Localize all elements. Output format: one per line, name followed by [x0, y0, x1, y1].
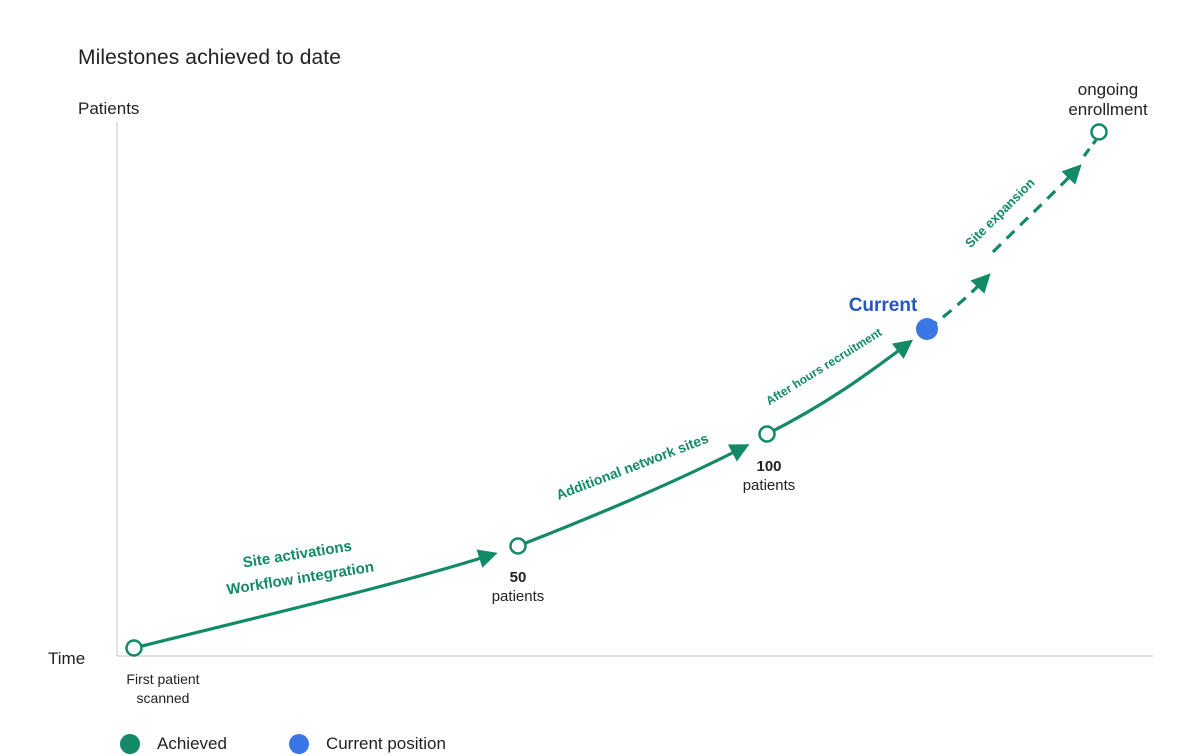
- legend-achieved-dot-icon: [120, 734, 140, 754]
- start-label-line1: First patient: [126, 671, 199, 687]
- legend-item-achieved: Achieved: [120, 734, 227, 754]
- legend-achieved-label: Achieved: [157, 734, 227, 754]
- x-axis-label: Time: [48, 649, 85, 668]
- curve-segment-projected-1: [928, 276, 988, 329]
- m100-unit: patients: [743, 477, 796, 494]
- phase3-label: After hours recruitment: [763, 325, 884, 408]
- milestone-start-marker: [127, 641, 142, 656]
- m50-value: 50: [510, 569, 527, 586]
- end-label-line1: ongoing: [1078, 80, 1139, 99]
- milestone-end-marker: [1092, 125, 1107, 140]
- y-axis-label: Patients: [78, 99, 139, 118]
- legend-current-dot-icon: [289, 734, 309, 754]
- milestone-50-marker: [511, 539, 526, 554]
- curve-segment-projected-3: [1084, 140, 1096, 156]
- legend: Achieved Current position: [120, 734, 508, 754]
- end-label-line2: enrollment: [1068, 100, 1148, 119]
- current-label: Current: [849, 295, 918, 316]
- start-label-line2: scanned: [137, 690, 190, 706]
- m100-value: 100: [756, 458, 781, 475]
- legend-current-label: Current position: [326, 734, 446, 754]
- phase4-label: Site expansion: [962, 175, 1038, 251]
- milestone-100-marker: [760, 427, 775, 442]
- phase2-label: Additional network sites: [554, 430, 711, 503]
- m50-unit: patients: [492, 588, 545, 605]
- legend-item-current: Current position: [289, 734, 446, 754]
- milestone-current-marker: [916, 318, 938, 340]
